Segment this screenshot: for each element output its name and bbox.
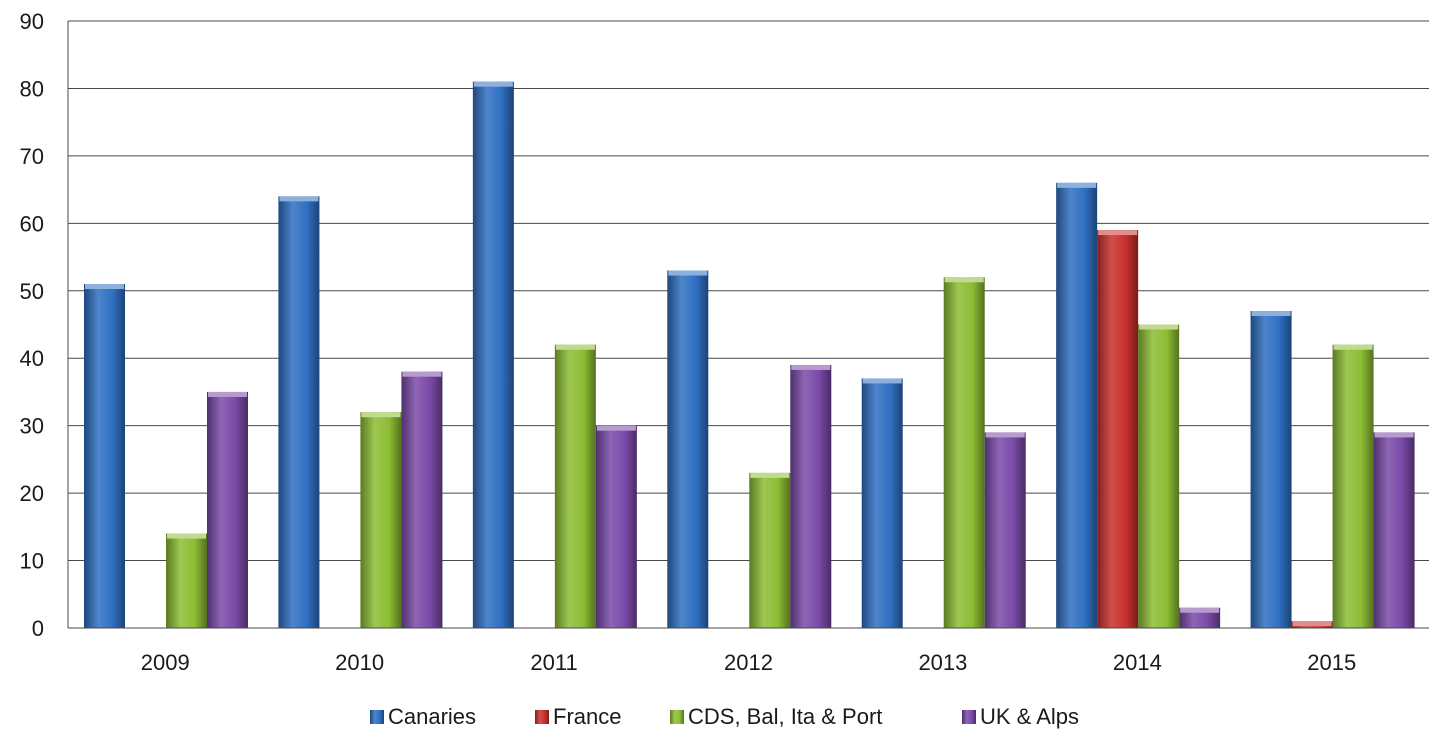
bar bbox=[84, 284, 125, 628]
legend-label: Canaries bbox=[388, 704, 476, 729]
x-tick-label: 2010 bbox=[335, 650, 384, 675]
bar bbox=[667, 270, 709, 628]
bar bbox=[1179, 607, 1221, 628]
x-tick-label: 2012 bbox=[724, 650, 773, 675]
legend-item: Canaries bbox=[370, 704, 476, 729]
bar bbox=[166, 533, 207, 628]
legend-label: UK & Alps bbox=[980, 704, 1079, 729]
bar bbox=[1250, 311, 1292, 628]
bar bbox=[943, 277, 985, 628]
bar bbox=[1332, 344, 1374, 628]
legend-item: CDS, Bal, Ita & Port bbox=[670, 704, 882, 729]
bar bbox=[1056, 182, 1098, 628]
bar bbox=[472, 81, 514, 628]
x-tick-label: 2013 bbox=[918, 650, 967, 675]
y-tick-label: 90 bbox=[20, 9, 44, 34]
y-tick-label: 60 bbox=[20, 211, 44, 236]
y-tick-label: 10 bbox=[20, 549, 44, 574]
bar bbox=[278, 196, 320, 628]
bar bbox=[861, 378, 903, 628]
axes bbox=[67, 21, 1429, 629]
x-axis-ticks: 2009 2010 2011 2012 2013 2014 2015 bbox=[141, 650, 1357, 675]
bar bbox=[749, 472, 791, 628]
bar bbox=[984, 432, 1026, 628]
y-tick-label: 30 bbox=[20, 414, 44, 439]
bar bbox=[790, 364, 832, 628]
bar bbox=[207, 391, 248, 628]
x-tick-label: 2011 bbox=[530, 650, 577, 675]
bar bbox=[1138, 324, 1180, 628]
legend-swatch bbox=[370, 710, 384, 724]
y-tick-label: 70 bbox=[20, 144, 44, 169]
legend-item: France bbox=[535, 704, 621, 729]
y-tick-label: 40 bbox=[20, 346, 44, 371]
legend-item: UK & Alps bbox=[962, 704, 1079, 729]
bar bbox=[401, 371, 443, 628]
legend-swatch bbox=[962, 710, 976, 724]
x-tick-label: 2014 bbox=[1113, 650, 1162, 675]
y-tick-label: 50 bbox=[20, 279, 44, 304]
legend: Canaries France CDS, Bal, Ita & Port UK & A… bbox=[370, 704, 1079, 729]
x-tick-label: 2009 bbox=[141, 650, 190, 675]
bar bbox=[1373, 432, 1415, 628]
y-axis-ticks: 0 10 20 30 40 50 60 70 80 90 bbox=[20, 9, 44, 641]
bar bbox=[360, 412, 402, 628]
bar bbox=[554, 344, 596, 628]
y-tick-label: 0 bbox=[32, 616, 44, 641]
x-tick-label: 2015 bbox=[1307, 650, 1356, 675]
bar bbox=[1291, 621, 1333, 628]
legend-swatch bbox=[670, 710, 684, 724]
legend-label: France bbox=[553, 704, 621, 729]
legend-label: CDS, Bal, Ita & Port bbox=[688, 704, 882, 729]
y-tick-label: 80 bbox=[20, 76, 44, 101]
bars bbox=[84, 81, 1415, 629]
legend-swatch bbox=[535, 710, 549, 724]
bar bbox=[1097, 230, 1139, 629]
gridlines bbox=[68, 20, 1429, 562]
bar bbox=[595, 425, 637, 628]
y-tick-label: 20 bbox=[20, 481, 44, 506]
